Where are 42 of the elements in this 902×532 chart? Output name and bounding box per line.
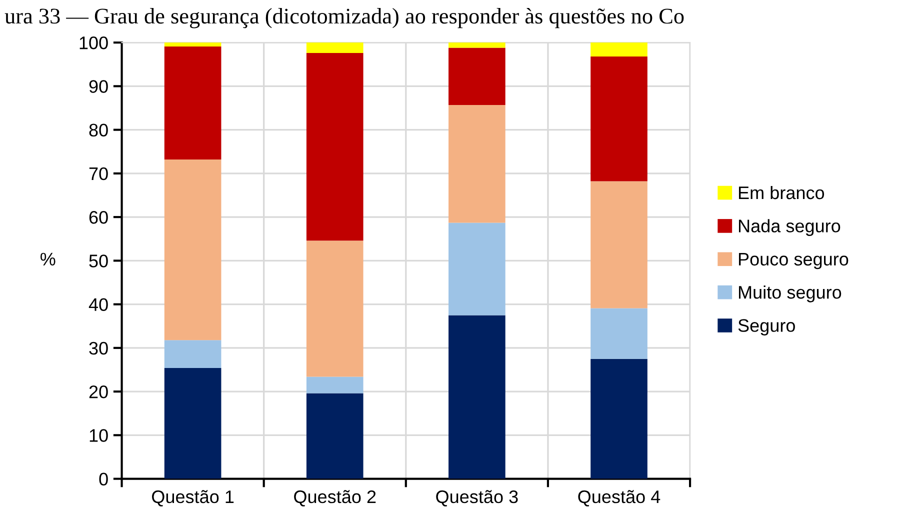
bar	[590, 358, 648, 479]
x-tick-label: Questão 3	[436, 490, 518, 506]
x-tick-label: Questão 2	[294, 490, 376, 506]
bar	[164, 159, 222, 340]
legend-label: Nada seguro	[738, 219, 840, 236]
y-tick-label: 70	[89, 167, 108, 180]
bar	[164, 340, 222, 368]
bar	[590, 308, 648, 359]
bar	[590, 56, 648, 182]
y-tick-label: 30	[89, 342, 108, 355]
bar	[448, 315, 506, 479]
bar	[448, 104, 506, 223]
bar	[306, 376, 364, 394]
y-tick-label: 20	[89, 385, 108, 398]
bar	[448, 48, 506, 105]
bar	[448, 42, 506, 48]
y-tick-label: 100	[80, 36, 108, 50]
bar	[590, 42, 648, 57]
x-tick-label: Questão 1	[152, 490, 234, 506]
bar	[306, 53, 364, 241]
bar	[306, 42, 364, 54]
bar	[448, 222, 506, 316]
x-tick-label: Questão 4	[578, 490, 660, 506]
legend-label: Seguro	[738, 319, 795, 336]
legend-label: Muito seguro	[738, 285, 842, 302]
y-tick-label: 50	[89, 254, 108, 268]
bar	[306, 393, 364, 479]
chart-title: ura 33 — Grau de segurança (dicotomizada) ao responder às questões no Co	[4, 8, 684, 28]
y-tick-label: 10	[90, 429, 108, 442]
y-tick-label: 80	[89, 124, 108, 137]
y-axis-title: %	[40, 252, 56, 266]
legend-label: Em branco	[738, 186, 824, 200]
bar	[590, 181, 648, 308]
bar	[164, 42, 222, 46]
y-tick-label: 0	[99, 472, 108, 486]
legend-label: Pouco seguro	[738, 252, 848, 270]
y-tick-label: 90	[89, 80, 108, 93]
bar	[164, 46, 222, 160]
bar	[164, 368, 222, 479]
bar	[306, 240, 364, 377]
y-tick-label: 60	[89, 210, 108, 224]
y-tick-label: 40	[88, 298, 108, 312]
